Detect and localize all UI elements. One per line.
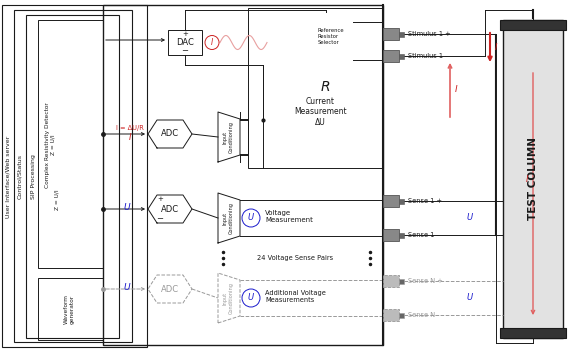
Text: Input
Conditioning: Input Conditioning	[222, 121, 233, 153]
Text: ADC: ADC	[161, 130, 179, 138]
Bar	[2, 5, 147, 347]
Bar	[38, 20, 103, 268]
Text: DAC: DAC	[176, 38, 194, 47]
Text: TEST COLUMN: TEST COLUMN	[528, 138, 538, 221]
Text: Voltage
Measurement: Voltage Measurement	[265, 209, 313, 222]
Text: Control/Status: Control/Status	[17, 154, 22, 199]
Text: Sense 1 -: Sense 1 -	[408, 232, 439, 238]
Bar	[399, 198, 404, 203]
Text: U: U	[248, 214, 254, 222]
Text: ADC: ADC	[161, 285, 179, 293]
Text: Sense 1 +: Sense 1 +	[408, 198, 442, 204]
Bar	[383, 195, 399, 207]
Bar	[248, 8, 383, 168]
Text: I: I	[129, 133, 131, 143]
Text: I: I	[526, 174, 528, 184]
Text: 24 Voltage Sense Pairs: 24 Voltage Sense Pairs	[257, 255, 333, 261]
Text: −: −	[157, 215, 164, 223]
Text: User Interface/Web server: User Interface/Web server	[6, 135, 10, 218]
Bar	[14, 10, 132, 342]
Text: Additional Voltage
Measurements: Additional Voltage Measurements	[265, 289, 326, 303]
Bar	[383, 50, 399, 62]
Text: Input
Conditioning: Input Conditioning	[222, 202, 233, 234]
Text: Waveform
generator: Waveform generator	[63, 294, 74, 324]
Bar	[168, 30, 202, 55]
Text: I: I	[495, 43, 497, 53]
Bar	[399, 233, 404, 238]
Text: +: +	[157, 196, 163, 202]
Bar	[383, 229, 399, 241]
Text: Reference
Resistor
Selector: Reference Resistor Selector	[317, 28, 344, 44]
Bar	[383, 309, 399, 321]
Bar	[103, 5, 383, 345]
Bar	[383, 275, 399, 287]
Text: −: −	[181, 47, 188, 55]
Bar	[399, 279, 404, 283]
Circle shape	[205, 36, 219, 49]
Text: Complex Resistivity Detector
Z = U/I: Complex Resistivity Detector Z = U/I	[44, 102, 55, 188]
Text: U: U	[467, 214, 473, 222]
Text: Sense N +: Sense N +	[408, 278, 443, 284]
Bar	[383, 28, 399, 40]
Circle shape	[242, 209, 260, 227]
Bar	[503, 20, 563, 338]
Text: +: +	[182, 31, 188, 37]
Text: I: I	[454, 85, 457, 95]
Text: R: R	[321, 80, 330, 94]
Text: U: U	[248, 293, 254, 303]
Text: U: U	[124, 203, 130, 211]
Bar	[38, 278, 103, 340]
Text: Z = U/I: Z = U/I	[55, 190, 59, 210]
Text: Sense N -: Sense N -	[408, 312, 439, 318]
Text: I = ΔU/R: I = ΔU/R	[116, 125, 144, 131]
Text: ADC: ADC	[161, 204, 179, 214]
Text: Input
Conditioning: Input Conditioning	[222, 282, 233, 314]
Text: Current
Measurement
ΔU: Current Measurement ΔU	[294, 97, 347, 127]
Text: Stimulus 1 +: Stimulus 1 +	[408, 31, 450, 37]
Bar	[500, 328, 566, 338]
Bar	[399, 312, 404, 317]
Bar	[500, 20, 566, 30]
Bar	[298, 12, 353, 70]
Text: Stimulus 1 -: Stimulus 1 -	[408, 53, 448, 59]
Circle shape	[242, 289, 260, 307]
Text: I: I	[211, 38, 213, 47]
Text: U: U	[467, 293, 473, 303]
Bar	[399, 31, 404, 36]
Text: SIP Processing: SIP Processing	[31, 154, 36, 199]
Text: U: U	[124, 282, 130, 292]
Bar	[26, 15, 119, 338]
Bar	[399, 54, 404, 59]
